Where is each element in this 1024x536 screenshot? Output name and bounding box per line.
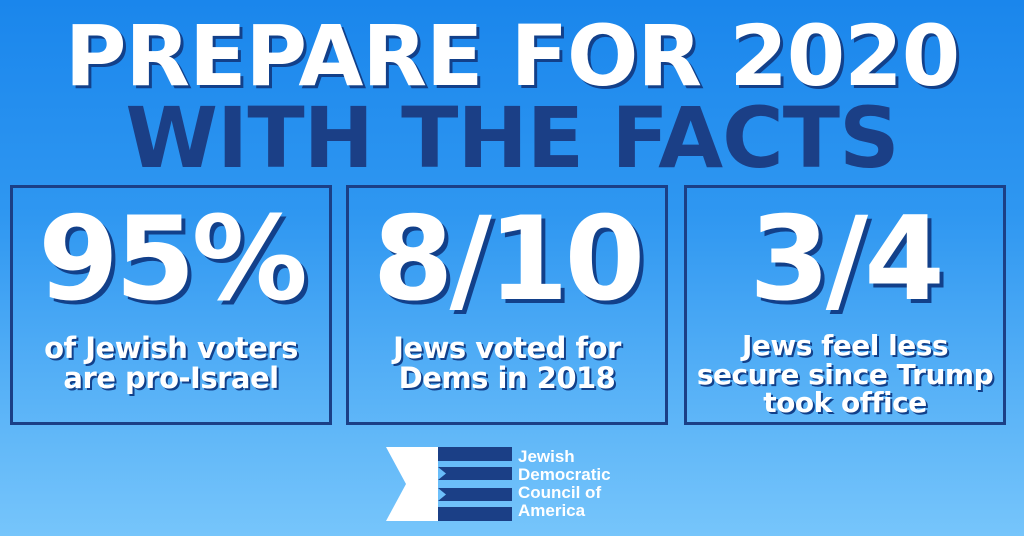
stat-panel-3: 3/4 Jews feel less secure since Trump to… xyxy=(684,185,1006,425)
stat-caption-2: Jews voted for Dems in 2018 xyxy=(393,331,621,395)
headline-line-2: WITH THE FACTS xyxy=(125,89,899,187)
stat-panel-1: 95% of Jewish voters are pro-Israel xyxy=(10,185,332,425)
stat-value-1: 95% xyxy=(38,192,308,327)
logo-line-4: America xyxy=(518,501,586,520)
jdca-logo-icon xyxy=(386,447,512,521)
stat-value-3: 3/4 xyxy=(749,192,945,327)
stat-caption-3: Jews feel less secure since Trump took o… xyxy=(696,329,994,420)
logo-line-3: Council of xyxy=(518,483,602,502)
logo-line-1: Jewish xyxy=(518,447,575,466)
headline-line-1: PREPARE FOR 2020 xyxy=(64,7,960,105)
stat-caption-1: of Jewish voters are pro-Israel xyxy=(44,331,298,395)
jdca-logo-text: Jewish Democratic Council of America xyxy=(518,448,611,520)
stat-value-2: 8/10 xyxy=(372,192,646,327)
stat-panel-2: 8/10 Jews voted for Dems in 2018 xyxy=(346,185,668,425)
logo-line-2: Democratic xyxy=(518,465,611,484)
